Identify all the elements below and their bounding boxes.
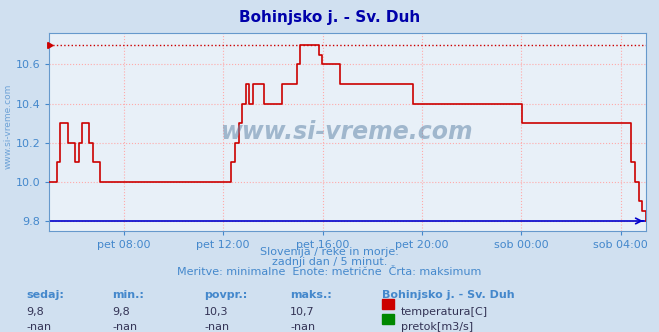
Text: -nan: -nan xyxy=(204,322,229,332)
Text: maks.:: maks.: xyxy=(290,290,331,300)
Text: 9,8: 9,8 xyxy=(26,307,44,317)
Text: Meritve: minimalne  Enote: metrične  Črta: maksimum: Meritve: minimalne Enote: metrične Črta:… xyxy=(177,267,482,277)
Text: povpr.:: povpr.: xyxy=(204,290,248,300)
Text: -nan: -nan xyxy=(112,322,137,332)
Text: Bohinjsko j. - Sv. Duh: Bohinjsko j. - Sv. Duh xyxy=(239,10,420,25)
Text: -nan: -nan xyxy=(290,322,315,332)
Text: -nan: -nan xyxy=(26,322,51,332)
Text: 10,7: 10,7 xyxy=(290,307,314,317)
Text: www.si-vreme.com: www.si-vreme.com xyxy=(3,83,13,169)
Text: www.si-vreme.com: www.si-vreme.com xyxy=(221,120,474,144)
Text: Bohinjsko j. - Sv. Duh: Bohinjsko j. - Sv. Duh xyxy=(382,290,515,300)
Text: sedaj:: sedaj: xyxy=(26,290,64,300)
Text: min.:: min.: xyxy=(112,290,144,300)
Text: temperatura[C]: temperatura[C] xyxy=(401,307,488,317)
Text: 10,3: 10,3 xyxy=(204,307,229,317)
Text: Slovenija / reke in morje.: Slovenija / reke in morje. xyxy=(260,247,399,257)
Text: 9,8: 9,8 xyxy=(112,307,130,317)
Text: pretok[m3/s]: pretok[m3/s] xyxy=(401,322,473,332)
Text: zadnji dan / 5 minut.: zadnji dan / 5 minut. xyxy=(272,257,387,267)
